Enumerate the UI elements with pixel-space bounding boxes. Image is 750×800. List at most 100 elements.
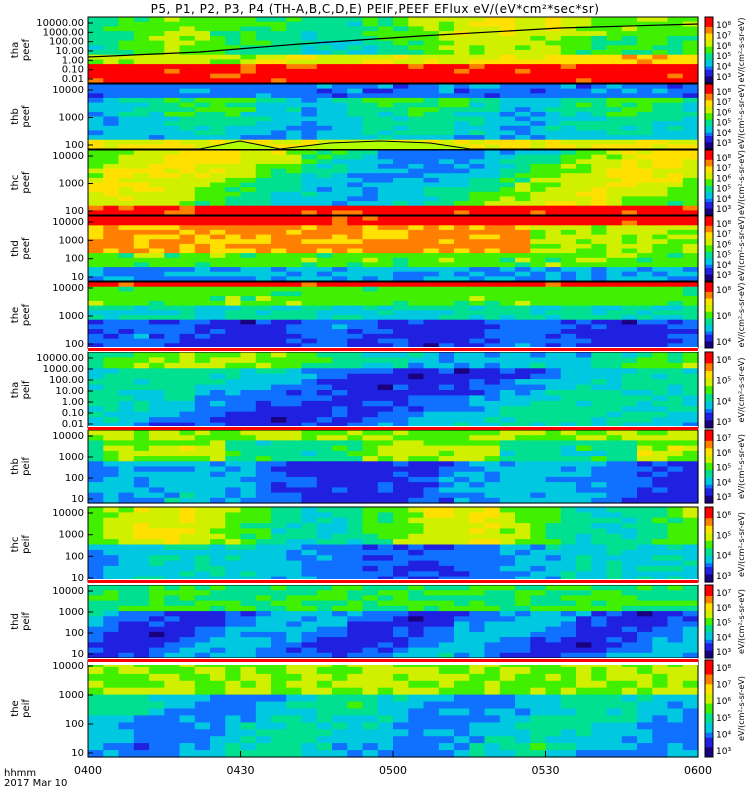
heatmap-cell bbox=[438, 154, 455, 160]
heatmap-cell bbox=[179, 343, 196, 349]
heatmap-cell bbox=[591, 533, 608, 540]
heatmap-cell bbox=[499, 324, 516, 330]
heatmap-cell bbox=[149, 286, 165, 292]
ytick-label: 100 bbox=[65, 473, 84, 484]
heatmap-cell bbox=[88, 384, 104, 391]
heatmap-cell bbox=[560, 384, 577, 391]
heatmap-cell bbox=[88, 205, 104, 211]
heatmap-cell bbox=[362, 523, 379, 530]
heatmap-cell bbox=[469, 78, 486, 84]
heatmap-cell bbox=[515, 450, 531, 457]
heatmap-cell bbox=[423, 512, 440, 519]
heatmap-cell bbox=[423, 50, 440, 56]
heatmap-cell bbox=[454, 173, 470, 179]
heatmap-cell bbox=[149, 201, 165, 207]
heatmap-cell bbox=[621, 343, 638, 349]
heatmap-cell bbox=[438, 205, 455, 211]
heatmap-cell bbox=[560, 173, 577, 179]
heatmap-cell bbox=[637, 406, 653, 413]
heatmap-cell bbox=[499, 492, 516, 499]
heatmap-cell bbox=[438, 187, 455, 193]
heatmap-cell bbox=[179, 379, 196, 386]
heatmap-cell bbox=[362, 248, 379, 254]
heatmap-cell bbox=[515, 395, 531, 402]
heatmap-cell bbox=[103, 512, 120, 519]
heatmap-cell bbox=[88, 565, 104, 572]
heatmap-cell bbox=[667, 528, 684, 535]
heatmap-cell bbox=[316, 139, 333, 145]
heatmap-cell bbox=[149, 111, 165, 118]
heatmap-cell bbox=[499, 533, 516, 540]
heatmap-cell bbox=[576, 411, 592, 418]
heatmap-cell bbox=[286, 210, 303, 216]
heatmap-cell bbox=[454, 400, 470, 407]
heatmap-cell bbox=[103, 435, 120, 441]
heatmap-cell bbox=[194, 248, 211, 254]
heatmap-cell bbox=[652, 411, 669, 418]
heatmap-cell bbox=[347, 191, 364, 197]
heatmap-cell bbox=[545, 73, 562, 79]
heatmap-cell bbox=[118, 300, 135, 307]
heatmap-cell bbox=[484, 182, 501, 188]
heatmap-cell bbox=[194, 343, 211, 349]
heatmap-cell bbox=[210, 234, 226, 240]
heatmap-cell bbox=[118, 466, 135, 473]
heatmap-cell bbox=[682, 400, 699, 407]
heatmap-cell bbox=[133, 400, 150, 407]
heatmap-cell bbox=[499, 517, 516, 524]
heatmap-cell bbox=[499, 64, 516, 70]
heatmap-cell bbox=[652, 300, 669, 307]
heatmap-cell bbox=[225, 257, 242, 263]
heatmap-cell bbox=[560, 35, 577, 42]
heatmap-cell bbox=[652, 168, 669, 174]
heatmap-cell bbox=[469, 54, 486, 60]
heatmap-cell bbox=[301, 379, 318, 386]
heatmap-cell bbox=[210, 600, 226, 607]
heatmap-cell bbox=[103, 324, 120, 330]
heatmap-cell bbox=[316, 216, 333, 222]
heatmap-cell bbox=[316, 26, 333, 32]
heatmap-cell bbox=[362, 282, 379, 288]
heatmap-cell bbox=[286, 205, 303, 211]
heatmap-cell bbox=[164, 40, 181, 46]
heatmap-cell bbox=[286, 417, 303, 424]
colorbar-step bbox=[705, 261, 713, 266]
heatmap-cell bbox=[316, 163, 333, 170]
heatmap-cell bbox=[118, 205, 135, 211]
heatmap-cell bbox=[667, 239, 684, 245]
heatmap-cell bbox=[179, 296, 196, 302]
heatmap-cell bbox=[301, 150, 318, 156]
heatmap-cell bbox=[469, 450, 486, 457]
heatmap-cell bbox=[499, 329, 516, 335]
heatmap-cell bbox=[332, 390, 348, 396]
heatmap-cell bbox=[271, 422, 287, 429]
heatmap-cell bbox=[225, 400, 242, 407]
heatmap-cell bbox=[240, 300, 257, 307]
heatmap-cell bbox=[133, 319, 150, 325]
heatmap-cell bbox=[164, 168, 181, 174]
heatmap-cell bbox=[88, 456, 104, 462]
heatmap-cell bbox=[591, 154, 608, 160]
heatmap-cell bbox=[438, 544, 455, 551]
heatmap-cell bbox=[301, 296, 318, 302]
heatmap-cell bbox=[667, 187, 684, 193]
heatmap-cell bbox=[347, 31, 364, 37]
heatmap-cell bbox=[133, 450, 150, 457]
heatmap-cell bbox=[347, 286, 364, 292]
heatmap-cell bbox=[316, 324, 333, 330]
heatmap-cell bbox=[271, 395, 287, 402]
heatmap-cell bbox=[210, 35, 226, 42]
heatmap-cell bbox=[347, 411, 364, 418]
heatmap-cell bbox=[210, 595, 226, 602]
heatmap-cell bbox=[240, 362, 257, 369]
heatmap-cell bbox=[454, 395, 470, 402]
heatmap-cell bbox=[149, 652, 165, 659]
heatmap-cell bbox=[103, 50, 120, 56]
heatmap-cell bbox=[682, 182, 699, 188]
heatmap-cell bbox=[377, 338, 394, 344]
heatmap-cell bbox=[286, 121, 303, 127]
heatmap-cell bbox=[576, 150, 592, 156]
heatmap-cell bbox=[637, 461, 653, 468]
heatmap-cell bbox=[271, 647, 287, 654]
heatmap-cell bbox=[515, 144, 531, 150]
